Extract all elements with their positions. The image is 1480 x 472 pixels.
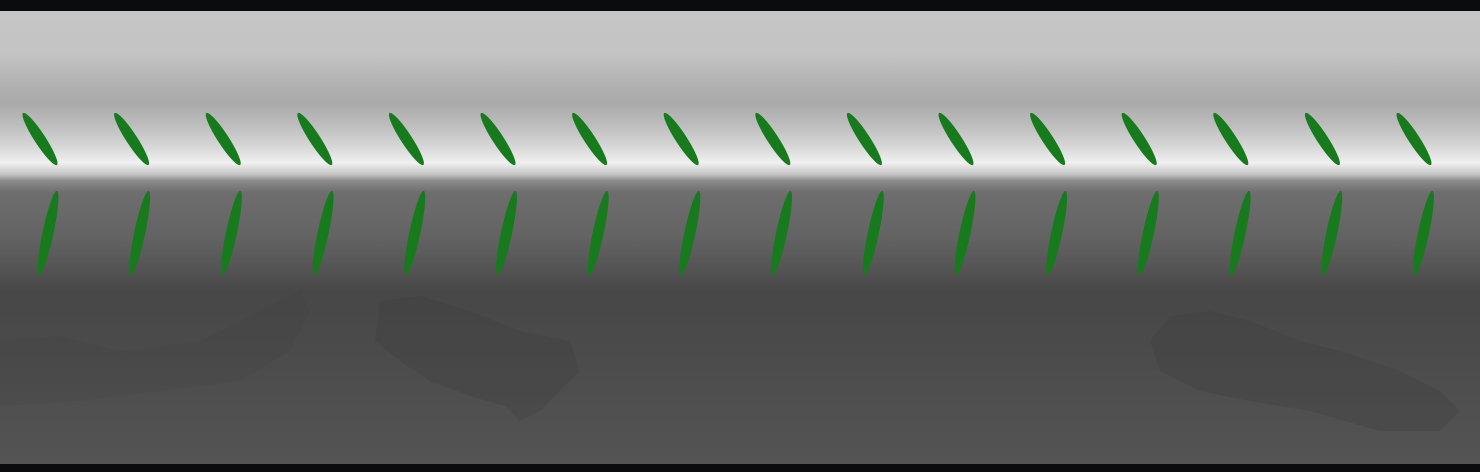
scene-canvas [0, 11, 1480, 464]
lower-marker-3 [220, 190, 242, 276]
lower-marker-16 [1413, 190, 1434, 276]
terrain-silhouettes [0, 291, 1460, 431]
lower-marker-13 [1137, 190, 1159, 276]
lower-marker-15 [1321, 190, 1343, 276]
terrain-shape-left [375, 296, 580, 421]
lower-marker-12 [1046, 190, 1068, 276]
sky-background [0, 11, 1480, 464]
upper-marker-1 [22, 112, 58, 166]
upper-marker-9 [755, 112, 791, 166]
lower-marker-5 [404, 190, 426, 276]
lower-marker-1 [37, 190, 59, 276]
upper-marker-4 [297, 112, 333, 166]
lower-marker-6 [496, 190, 517, 276]
render-viewport [0, 11, 1480, 464]
upper-marker-11 [938, 112, 974, 166]
lower-marker-4 [312, 190, 334, 276]
upper-marker-8 [663, 112, 699, 166]
upper-marker-6 [480, 112, 516, 166]
upper-marker-5 [388, 112, 424, 166]
lower-marker-10 [862, 190, 884, 276]
lower-marker-row [37, 190, 1434, 276]
upper-marker-10 [846, 112, 882, 166]
terrain-shape-right [1150, 311, 1460, 431]
upper-marker-3 [205, 112, 241, 166]
upper-marker-row [22, 112, 1432, 166]
upper-marker-12 [1030, 112, 1066, 166]
lower-marker-8 [679, 190, 701, 276]
upper-marker-7 [572, 112, 608, 166]
upper-marker-14 [1213, 112, 1249, 166]
upper-marker-13 [1121, 112, 1157, 166]
lower-marker-2 [129, 190, 151, 276]
upper-marker-2 [114, 112, 150, 166]
lower-marker-9 [771, 190, 793, 276]
lower-marker-11 [954, 190, 976, 276]
lower-marker-14 [1229, 190, 1251, 276]
lower-marker-7 [587, 190, 609, 276]
upper-marker-15 [1304, 112, 1340, 166]
upper-marker-16 [1396, 112, 1432, 166]
terrain-shape-far-left [0, 291, 310, 406]
